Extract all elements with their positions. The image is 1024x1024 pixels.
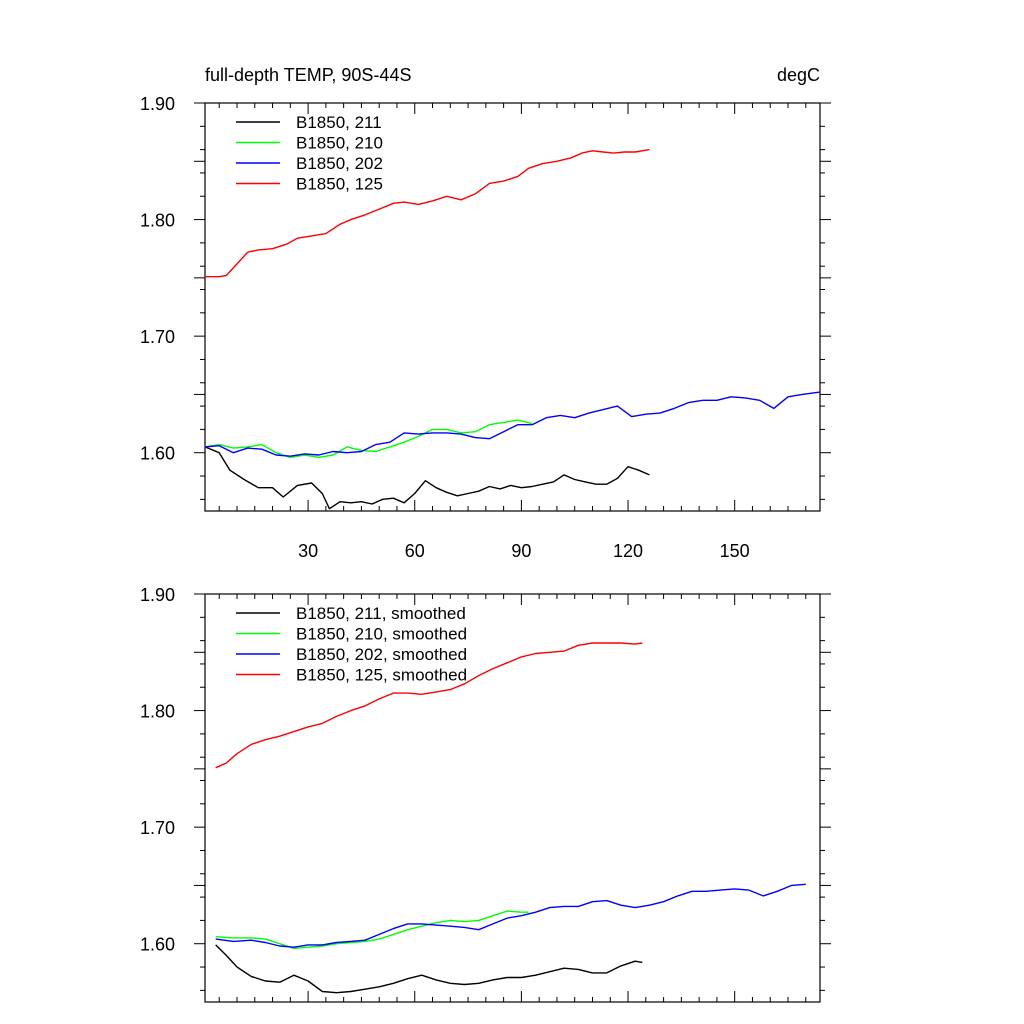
chart-title: full-depth TEMP, 90S-44S xyxy=(205,65,411,85)
legend-label: B1850, 210 xyxy=(296,134,383,153)
y-tick-label: 1.60 xyxy=(140,444,175,464)
plot-frame xyxy=(204,102,821,512)
x-tick-label: 120 xyxy=(613,541,643,561)
legend-label: B1850, 211, smoothed xyxy=(296,604,466,623)
series-line-2 xyxy=(204,419,533,459)
plot-frame xyxy=(204,593,821,1003)
y-tick-label: 1.90 xyxy=(140,585,175,605)
y-tick-label: 1.70 xyxy=(140,818,175,838)
x-tick-label: 30 xyxy=(298,541,318,561)
series-line-4 xyxy=(215,642,643,769)
x-tick-label: 90 xyxy=(511,541,531,561)
bottom-panel: 1.60 1.70 1.80 1.90 B1850, 211, smoothed B185… xyxy=(140,585,831,1003)
units-label: degC xyxy=(777,65,820,85)
legend-label: B1850, 202 xyxy=(296,154,383,173)
y-tick-label: 1.80 xyxy=(140,211,175,231)
legend-label: B1850, 125 xyxy=(296,175,383,194)
legend-label: B1850, 202, smoothed xyxy=(296,645,467,664)
series-line-3 xyxy=(204,391,821,457)
series-line-4 xyxy=(205,148,650,278)
x-tick-label: 60 xyxy=(405,541,425,561)
legend-label: B1850, 125, smoothed xyxy=(296,666,467,685)
legend-label: B1850, 211 xyxy=(296,113,382,132)
y-tick-label: 1.70 xyxy=(140,327,175,347)
x-tick-label: 150 xyxy=(720,541,750,561)
y-tick-label: 1.90 xyxy=(140,94,175,114)
series-line-2 xyxy=(215,910,529,950)
series-line-3 xyxy=(215,883,806,948)
series-line-1 xyxy=(215,944,643,994)
top-panel: full-depth TEMP, 90S-44S degC 30 60 90 120 150… xyxy=(140,65,831,561)
series-line-1 xyxy=(204,446,650,510)
y-tick-label: 1.80 xyxy=(140,702,175,722)
legend-label: B1850, 210, smoothed xyxy=(296,625,467,644)
y-tick-label: 1.60 xyxy=(140,935,175,955)
